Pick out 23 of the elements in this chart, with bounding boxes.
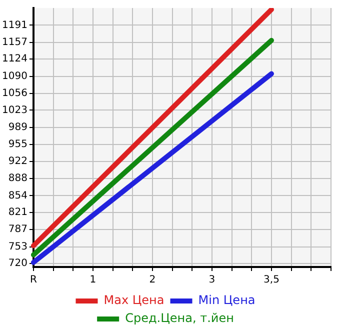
legend-label: Min Цена (198, 293, 256, 308)
x-tick-label: 3,5 (264, 274, 280, 286)
legend-label: Сред.Цена, т.йен (125, 311, 234, 326)
y-tick-label: 1090 (2, 70, 28, 82)
y-tick-label: 753 (8, 241, 28, 252)
y-tick-label: 1124 (2, 54, 28, 65)
y-tick-label: 1191 (2, 20, 28, 31)
y-tick-label: 989 (8, 122, 28, 133)
y-tick-label: 821 (8, 206, 28, 218)
y-tick-label: 1056 (2, 88, 28, 100)
y-tick-label: 720 (8, 258, 28, 270)
y-tick-label: 888 (8, 173, 28, 184)
y-tick-label: 854 (8, 190, 28, 202)
y-tick-label: 955 (8, 139, 28, 150)
x-tick-label: R (30, 274, 37, 286)
x-tick-label: 1 (90, 274, 96, 286)
y-tick-label: 787 (8, 224, 28, 236)
x-tick-label: 3 (208, 274, 216, 286)
y-tick-label: 922 (8, 156, 28, 167)
x-tick-label: 2 (149, 274, 156, 286)
y-tick-label: 1023 (2, 104, 28, 116)
y-tick-label: 1157 (2, 36, 28, 48)
legend-label: Max Цена (104, 293, 164, 308)
